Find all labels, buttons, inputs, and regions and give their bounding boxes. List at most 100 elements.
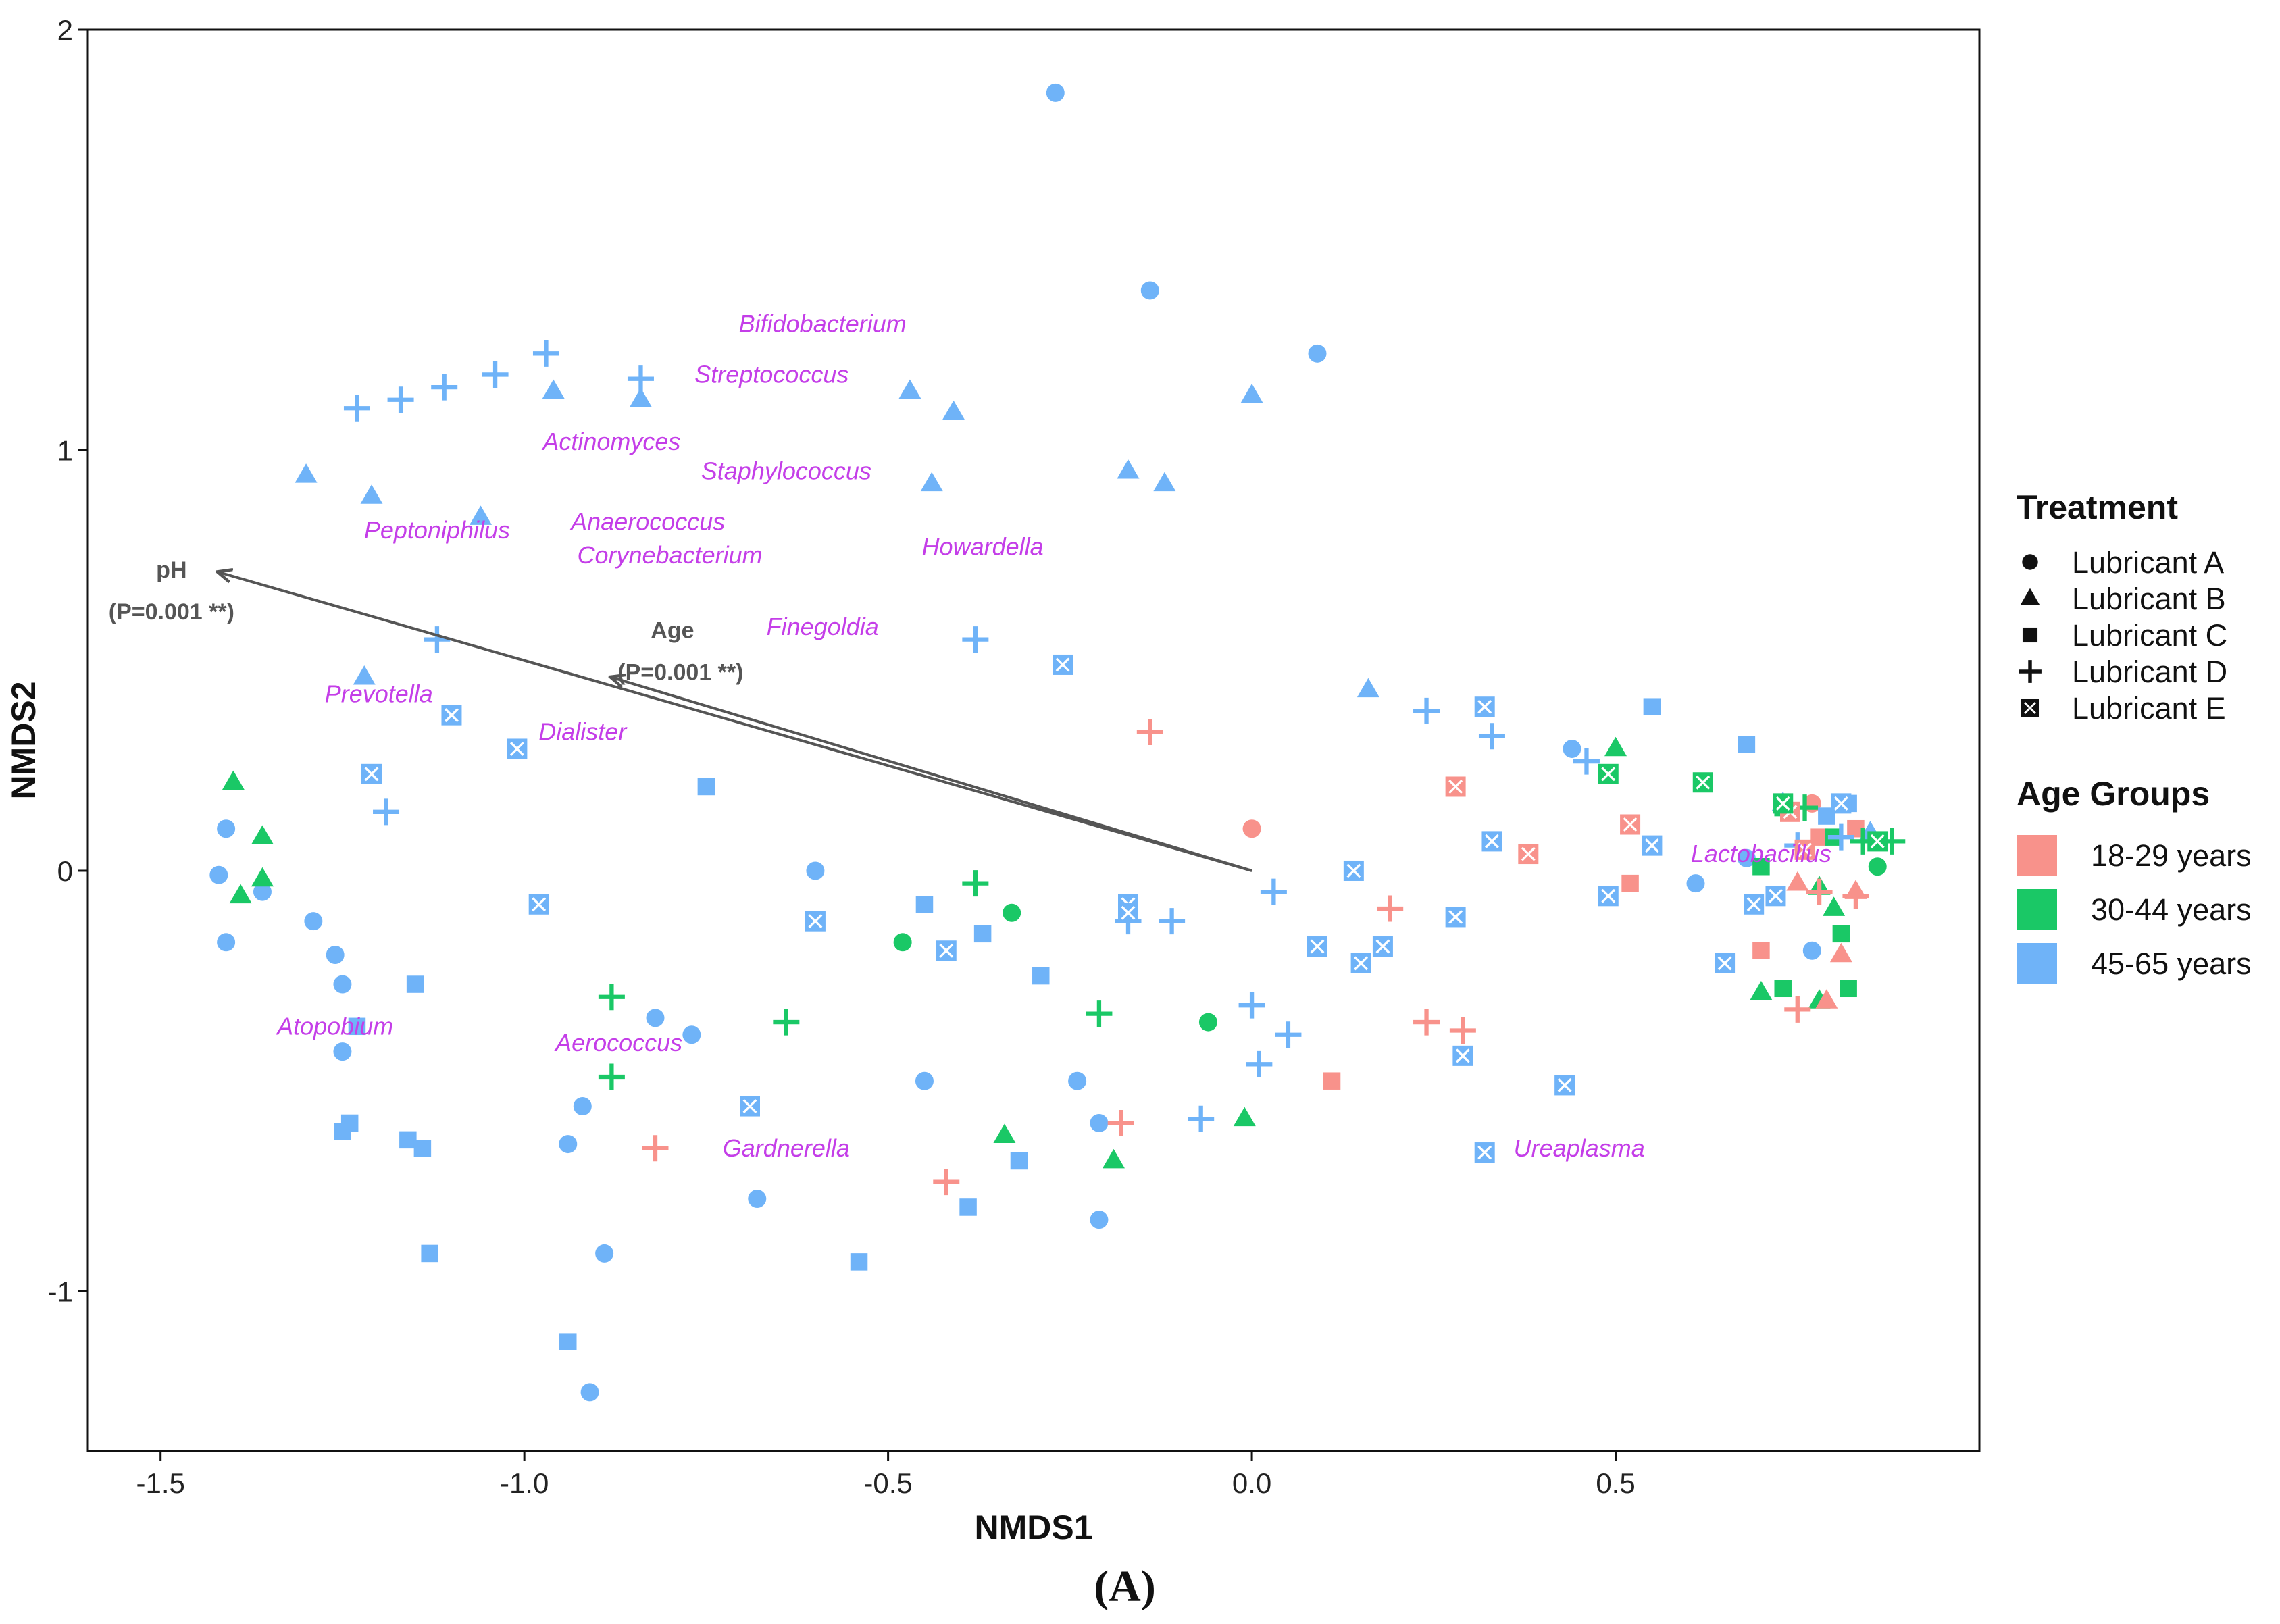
data-point-square <box>334 1123 351 1140</box>
data-point-circle <box>209 865 228 884</box>
data-point-boxcross <box>361 763 382 784</box>
data-point-plus <box>1086 1000 1113 1027</box>
data-point-circle <box>326 945 345 964</box>
age-legend-label: 18-29 years <box>2091 838 2252 873</box>
legend-color-swatch <box>2017 943 2057 984</box>
legend-plus-icon <box>2019 660 2042 683</box>
data-point-plus <box>1107 1109 1134 1136</box>
data-point-boxcross <box>1474 696 1495 717</box>
data-point-triangle <box>251 867 274 887</box>
data-point-square <box>399 1131 417 1149</box>
data-point-triangle <box>1829 942 1852 963</box>
data-point-plus <box>642 1135 669 1162</box>
data-point-triangle <box>1117 459 1140 479</box>
data-point-circle <box>573 1097 592 1116</box>
data-point-circle <box>893 933 912 952</box>
genus-label: Staphylococcus <box>701 457 871 485</box>
data-point-square <box>1032 967 1050 985</box>
genus-label: Atopobium <box>276 1012 393 1040</box>
data-point-triangle <box>360 484 383 504</box>
data-point-square <box>1752 857 1770 876</box>
data-point-circle <box>1868 857 1887 876</box>
data-point-square <box>1643 698 1661 715</box>
data-point-triangle <box>1815 989 1838 1009</box>
data-point-boxcross <box>1474 1142 1495 1163</box>
data-point-plus <box>773 1009 800 1036</box>
data-point-plus <box>1413 697 1440 724</box>
data-point-square <box>1774 980 1792 998</box>
data-point-boxcross <box>1715 953 1736 973</box>
y-tick-label: 0 <box>57 855 73 887</box>
data-point-plus <box>343 395 370 422</box>
data-point-boxcross <box>1372 936 1393 957</box>
figure-caption: (A) <box>1094 1562 1156 1611</box>
data-point-boxcross <box>1773 793 1794 814</box>
data-point-boxcross <box>1445 776 1466 797</box>
data-point-triangle <box>629 388 652 407</box>
data-point-square <box>1738 736 1756 753</box>
data-point-plus <box>387 386 414 413</box>
data-point-circle <box>748 1190 767 1209</box>
data-point-circle <box>217 819 236 838</box>
data-point-plus <box>1449 1017 1476 1044</box>
treatment-legend-label: Lubricant D <box>2072 655 2227 689</box>
data-point-circle <box>1802 941 1821 960</box>
plot-border <box>86 28 1981 1452</box>
data-point-boxcross <box>1692 772 1713 793</box>
data-point-square <box>413 1140 432 1157</box>
data-point-circle <box>646 1009 665 1027</box>
data-point-square <box>1840 980 1857 998</box>
genus-label: Prevotella <box>325 680 433 708</box>
data-point-plus <box>1842 882 1869 909</box>
genus-label: Corynebacterium <box>577 541 762 569</box>
data-point-triangle <box>1240 383 1263 403</box>
data-point-circle <box>1686 874 1705 893</box>
data-point-circle <box>304 912 323 931</box>
envfit-arrow-age <box>611 678 1252 872</box>
data-point-circle <box>1140 281 1159 300</box>
data-point-boxcross <box>1620 814 1641 835</box>
data-point-plus <box>1275 1021 1302 1048</box>
data-point-circle <box>915 1071 934 1090</box>
data-point-boxcross <box>1831 793 1852 814</box>
arrow-variable-label: Age <box>651 618 694 644</box>
data-point-circle <box>806 861 825 880</box>
treatment-legend-label: Lubricant B <box>2072 582 2226 616</box>
data-point-triangle <box>1357 678 1379 698</box>
genus-label: Dialister <box>538 718 628 746</box>
data-point-triangle <box>1823 896 1846 916</box>
data-point-triangle <box>920 472 943 492</box>
data-point-plus <box>1246 1050 1273 1077</box>
treatment-legend-title: Treatment <box>2017 488 2178 526</box>
data-point-triangle <box>470 505 492 525</box>
genus-label: Aerococcus <box>554 1029 682 1057</box>
data-point-boxcross <box>1053 654 1073 675</box>
data-point-square <box>1832 925 1850 943</box>
data-point-triangle <box>1233 1107 1256 1127</box>
data-point-boxcross <box>507 738 528 759</box>
arrow-pvalue-label: (P=0.001 **) <box>109 599 234 625</box>
data-point-triangle <box>1102 1148 1125 1169</box>
data-point-triangle <box>542 379 565 399</box>
y-tick-label: 1 <box>57 434 73 466</box>
age-legend-label: 30-44 years <box>2091 892 2252 927</box>
data-point-square <box>559 1333 577 1350</box>
data-point-circle <box>253 882 272 901</box>
genus-label: Finegoldia <box>767 613 879 640</box>
data-point-plus <box>598 1063 625 1090</box>
data-point-plus <box>627 365 654 392</box>
data-point-circle <box>682 1025 701 1044</box>
data-point-circle <box>1242 819 1261 838</box>
x-tick-label: -1.0 <box>500 1467 549 1499</box>
data-point-circle <box>580 1383 599 1402</box>
data-point-circle <box>1046 83 1065 102</box>
data-point-boxcross <box>528 894 549 915</box>
data-point-boxcross <box>1598 763 1619 784</box>
data-point-boxcross <box>1518 844 1539 865</box>
data-point-plus <box>1159 908 1186 935</box>
data-point-plus <box>1413 1009 1440 1036</box>
data-point-triangle <box>1153 472 1176 492</box>
data-point-boxcross <box>740 1096 760 1117</box>
genus-label: Actinomyces <box>541 428 680 455</box>
